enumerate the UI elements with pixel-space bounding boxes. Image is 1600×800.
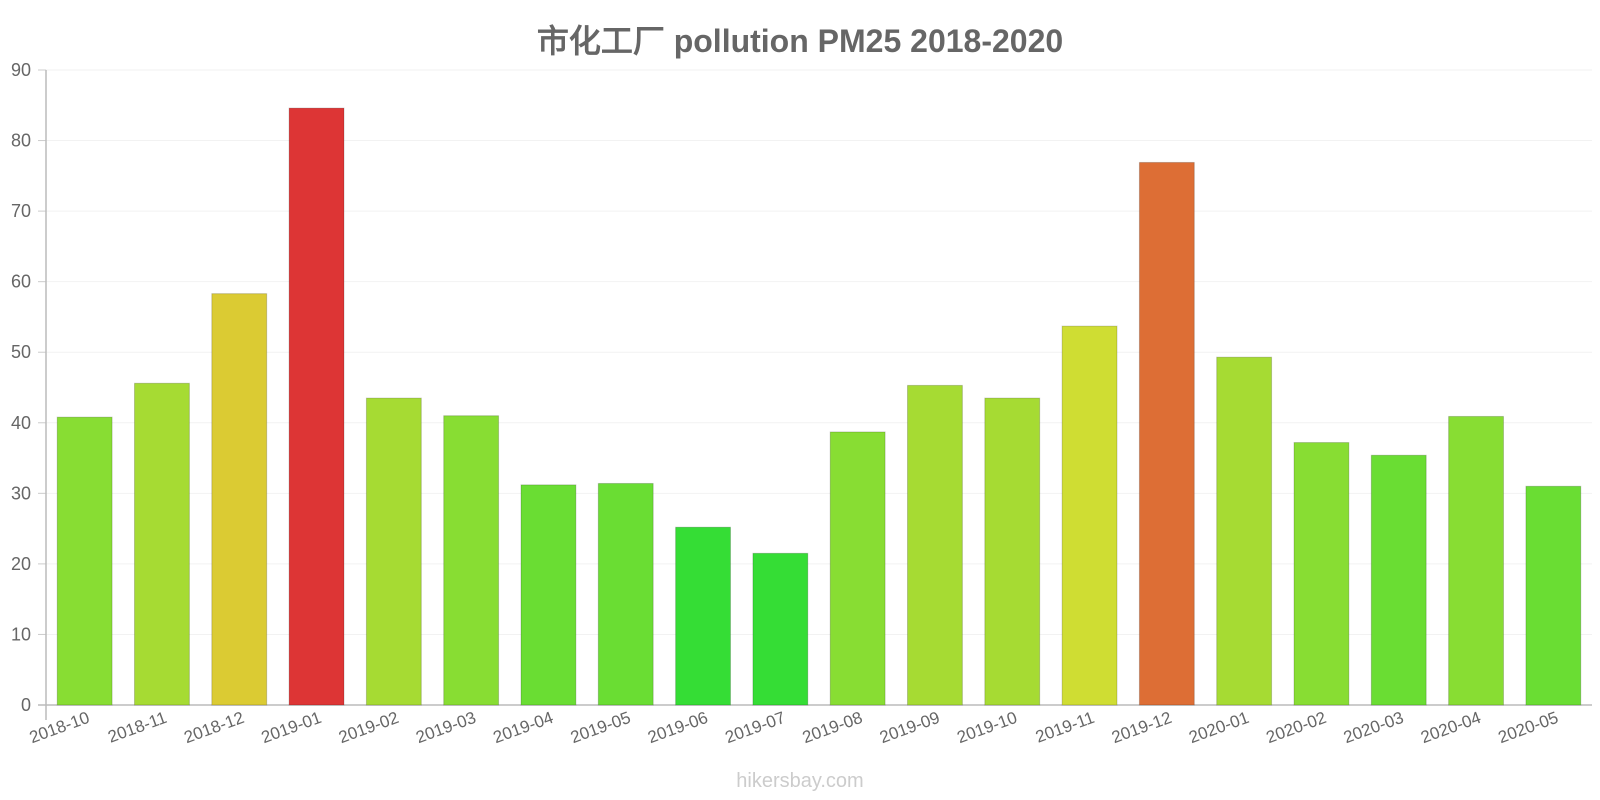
grid-lines [46, 70, 1592, 634]
y-tick-label: 10 [11, 624, 31, 644]
bar-2019-02 [366, 398, 421, 705]
x-tick-label: 2019-06 [645, 708, 710, 747]
x-tick-label: 2019-08 [800, 708, 865, 747]
bar-2019-03 [444, 416, 499, 705]
bar-2020-02 [1294, 443, 1349, 705]
bar-2019-11 [1062, 326, 1117, 705]
bar-2018-12 [212, 294, 267, 705]
x-tick-label: 2018-10 [27, 708, 92, 747]
bar-2019-09 [908, 385, 963, 705]
bar-2019-12 [1139, 162, 1194, 705]
x-tick-label: 2019-11 [1033, 708, 1097, 747]
bar-2019-07 [753, 553, 808, 705]
watermark: hikersbay.com [0, 770, 1600, 793]
x-tick-label: 2019-05 [568, 708, 633, 747]
bar-2020-01 [1217, 357, 1272, 705]
x-tick-label: 2019-12 [1109, 708, 1174, 747]
bar-2019-05 [598, 483, 653, 705]
x-tick-labels: 2018-10 2018-11 2018-12 2019-01 2019-02 2019-… [27, 708, 1561, 747]
x-tick-label: 2019-02 [336, 708, 401, 747]
y-tick-labels: 0 10 20 30 40 50 60 70 80 90 [11, 60, 31, 715]
x-tick-label: 2019-01 [259, 708, 324, 747]
x-tick-label: 2020-01 [1186, 708, 1251, 747]
bar-2019-01 [289, 108, 344, 705]
bar-2019-10 [985, 398, 1040, 705]
x-tick-label: 2019-09 [877, 708, 942, 747]
x-tick-label: 2019-07 [723, 708, 788, 747]
x-tick-label: 2018-12 [181, 708, 246, 747]
bar-2020-03 [1371, 455, 1426, 705]
y-tick-label: 40 [11, 413, 31, 433]
bar-2019-08 [830, 432, 885, 705]
y-tick-label: 50 [11, 342, 31, 362]
y-tick-label: 90 [11, 60, 31, 80]
axes [38, 70, 1592, 720]
x-tick-label: 2019-04 [491, 708, 556, 747]
bar-2020-05 [1526, 486, 1581, 705]
bars [57, 108, 1581, 705]
bar-2019-06 [676, 527, 731, 705]
x-tick-label: 2018-11 [105, 708, 169, 747]
x-tick-label: 2020-05 [1496, 708, 1561, 747]
y-tick-label: 60 [11, 272, 31, 292]
x-tick-label: 2020-04 [1418, 708, 1483, 747]
y-tick-label: 80 [11, 131, 31, 151]
bar-chart: 0102030405060708090 2018-10 2018-11 2018-1… [0, 0, 1600, 800]
bar-2018-11 [135, 383, 190, 705]
x-tick-label: 2020-03 [1341, 708, 1406, 747]
bar-2018-10 [57, 417, 112, 705]
y-tick-label: 0 [21, 695, 31, 715]
x-tick-label: 2019-10 [954, 708, 1019, 747]
y-tick-label: 20 [11, 554, 31, 574]
bar-2020-04 [1449, 416, 1504, 705]
y-tick-label: 30 [11, 483, 31, 503]
bar-2019-04 [521, 485, 576, 705]
x-tick-label: 2019-03 [413, 708, 478, 747]
x-tick-label: 2020-02 [1264, 708, 1329, 747]
y-tick-label: 70 [11, 201, 31, 221]
